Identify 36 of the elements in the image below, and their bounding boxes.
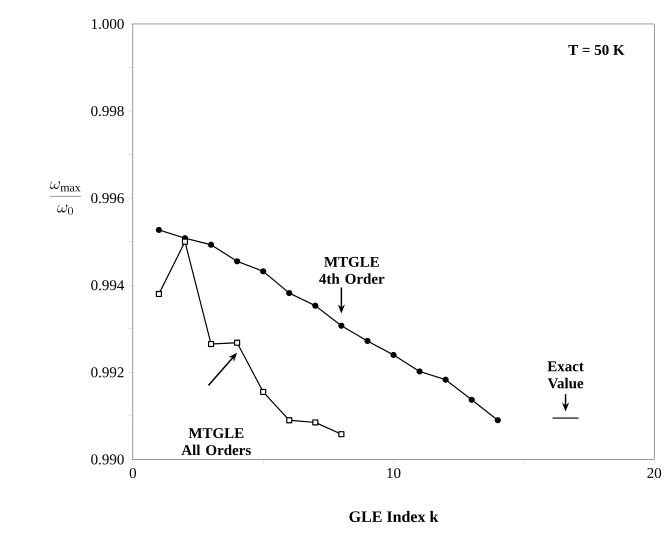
- y-tick-label: 1.000: [92, 18, 124, 29]
- point: [208, 242, 214, 248]
- point: [208, 340, 214, 347]
- point: [234, 258, 240, 264]
- point: [312, 419, 318, 426]
- y-tick-label: 0.998: [91, 106, 124, 116]
- point: [468, 396, 475, 403]
- point: [494, 416, 501, 424]
- point: [312, 302, 318, 309]
- point: [390, 352, 397, 358]
- series-label: MTGLE 4th Order: [319, 256, 384, 284]
- point: [416, 368, 423, 374]
- point: [286, 416, 292, 424]
- annotation: T = 50 K: [568, 44, 624, 55]
- point: [156, 290, 162, 297]
- point: [156, 226, 162, 233]
- point: [260, 268, 266, 274]
- x-tick-label: 0: [130, 468, 136, 478]
- y-tick-label: 0.990: [91, 454, 124, 464]
- y-tick-label: 0.994: [91, 280, 124, 290]
- point: [442, 376, 449, 383]
- point: [260, 388, 266, 395]
- x-tick-label: 20: [647, 468, 662, 478]
- point: [364, 338, 371, 344]
- text: MTGLE All Orders: [181, 428, 251, 455]
- point: [182, 238, 188, 245]
- y-tick-label: 0.996: [91, 192, 124, 204]
- y-axis-title: $\frac{\omega_{\mathrm{max}}}{\omega_0}$: [50, 181, 82, 215]
- point: [234, 339, 240, 346]
- y-tick-label: 0.992: [91, 367, 124, 378]
- point: [338, 322, 344, 329]
- text: Exact Value: [548, 361, 584, 388]
- x-axis-title: GLE Index k: [349, 510, 438, 522]
- point: [338, 430, 344, 438]
- x-tick-label: 10: [387, 468, 400, 478]
- point: [286, 290, 292, 296]
